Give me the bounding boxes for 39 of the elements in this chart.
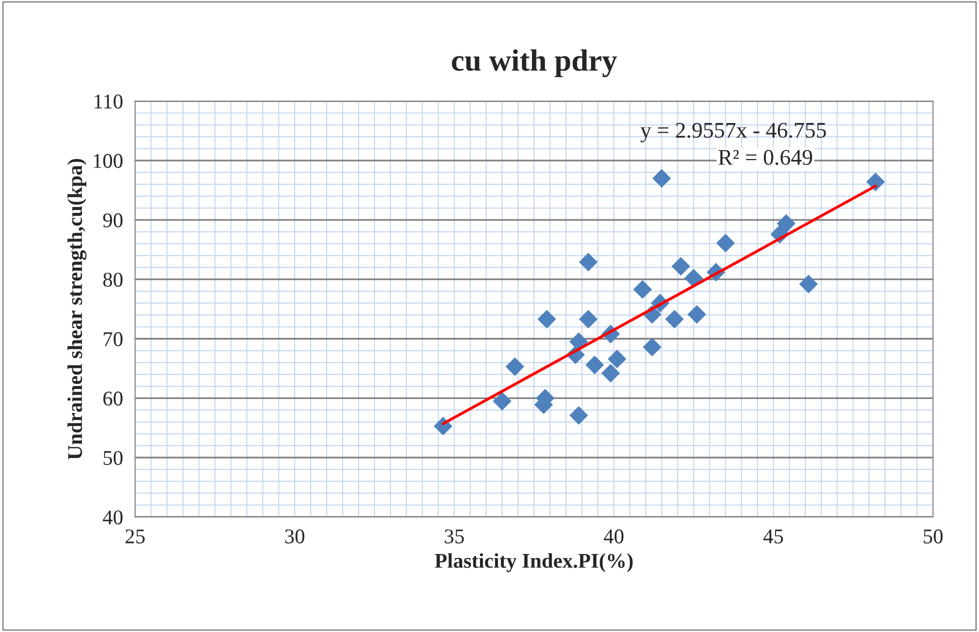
point xyxy=(569,406,588,425)
point xyxy=(585,356,604,374)
point xyxy=(687,305,706,324)
x-tick-label: 50 xyxy=(924,529,943,544)
y-tick-label: 90 xyxy=(103,213,122,228)
point xyxy=(578,310,598,328)
point xyxy=(537,310,556,328)
x-tick-label: 25 xyxy=(126,529,145,544)
y-tick-label: 100 xyxy=(94,154,122,168)
y-tick-label: 50 xyxy=(104,450,122,465)
y-tick-label: 40 xyxy=(102,510,122,524)
x-tick-label: 45 xyxy=(763,530,784,544)
point xyxy=(776,214,796,233)
point xyxy=(633,280,652,299)
point xyxy=(492,392,512,410)
point xyxy=(866,172,885,192)
point xyxy=(684,268,703,288)
y-tick-label: 80 xyxy=(103,272,122,287)
y-tick-label: 60 xyxy=(103,392,122,406)
point xyxy=(652,169,672,188)
x-tick-label: 30 xyxy=(285,529,304,544)
point xyxy=(672,256,690,276)
point xyxy=(716,234,735,252)
point xyxy=(608,350,626,368)
point xyxy=(578,252,598,272)
y-tick-label: 110 xyxy=(94,94,122,109)
point xyxy=(665,310,684,328)
y-axis-title: Undrained shear strength,cu(kpa) xyxy=(67,158,86,460)
point xyxy=(601,364,620,383)
point xyxy=(642,338,662,356)
point xyxy=(799,274,818,294)
x-tick-label: 35 xyxy=(444,529,464,544)
annotation: R² = 0.649 xyxy=(718,150,812,165)
x-tick-label: 40 xyxy=(604,529,624,544)
y-tick-label: 70 xyxy=(104,332,122,346)
x-axis-title: Plasticity Index.PI(%) xyxy=(434,553,633,572)
annotation: y = 2.9557x - 46.755 xyxy=(640,122,826,142)
point xyxy=(506,357,524,376)
chart-title: cu with pdry xyxy=(452,49,617,78)
